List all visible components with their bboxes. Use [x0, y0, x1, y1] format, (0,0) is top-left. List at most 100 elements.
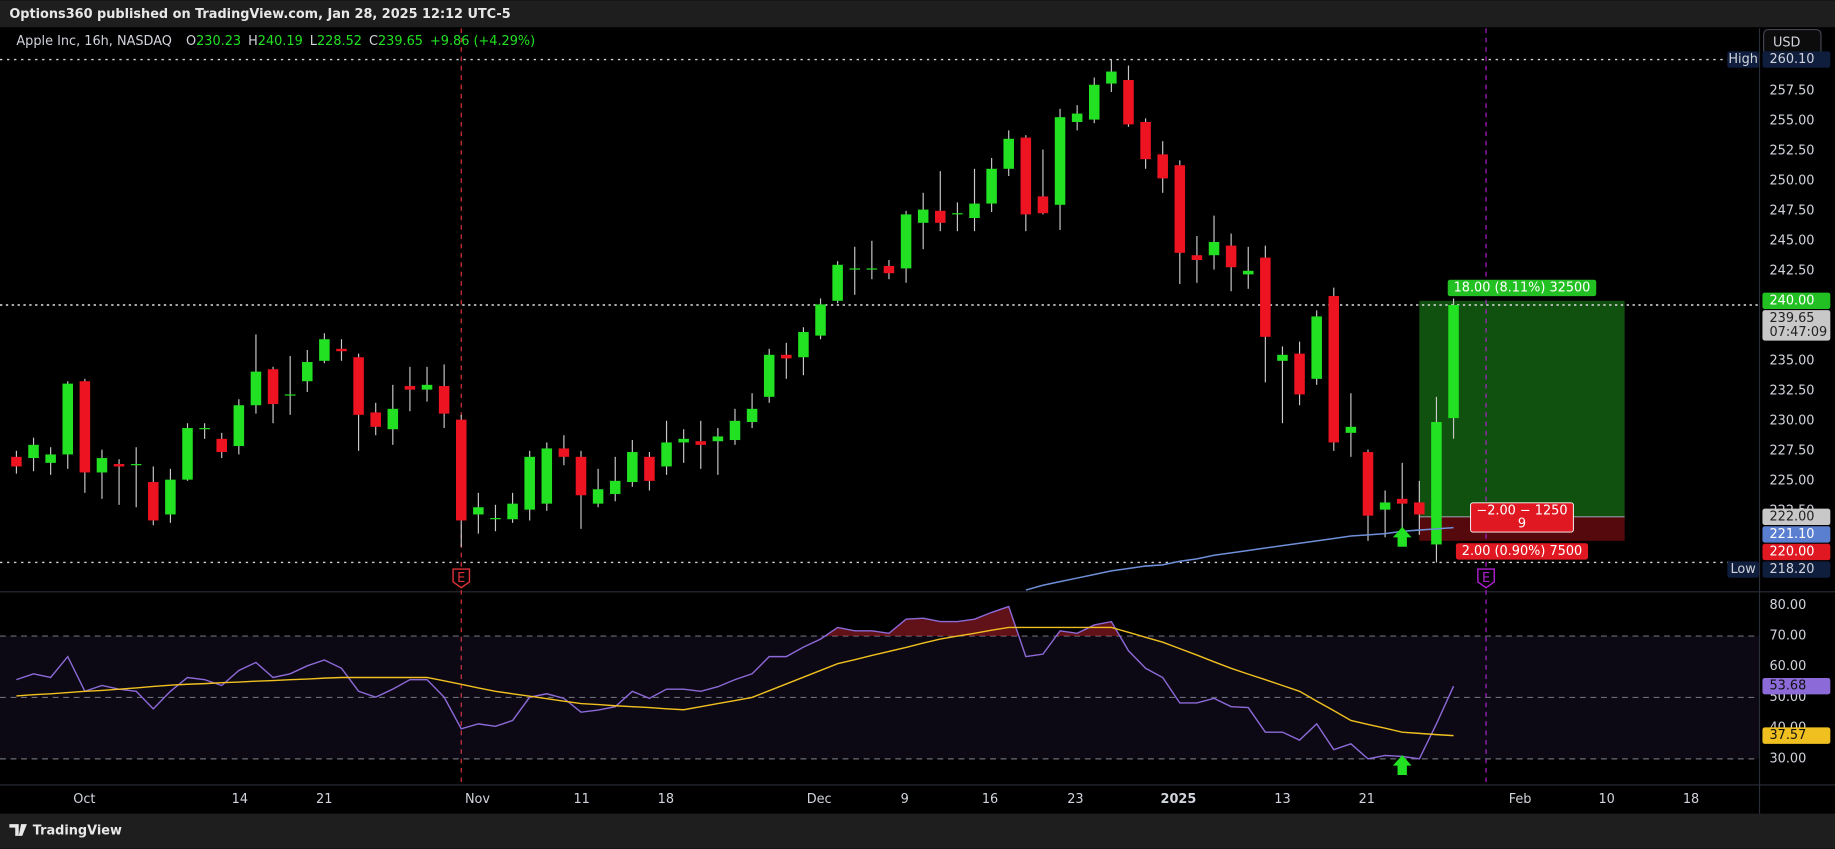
candle-body — [917, 209, 929, 223]
signal-arrow — [1392, 526, 1412, 547]
candle-body — [130, 464, 142, 466]
candle-body — [1003, 138, 1014, 169]
candle-body — [45, 454, 56, 463]
x-tick-label: 21 — [1359, 792, 1375, 807]
x-tick-label: 2025 — [1161, 792, 1197, 807]
candle-body — [712, 436, 724, 442]
candle-body — [216, 438, 227, 453]
y-tick-label: 247.50 — [1769, 203, 1814, 218]
earnings-marker — [1477, 568, 1495, 589]
candle-body — [695, 441, 707, 445]
candle-body — [165, 479, 176, 515]
candle-body — [969, 203, 980, 218]
candle-body — [199, 428, 210, 430]
rsi-line — [16, 626, 1454, 737]
candle-body — [609, 480, 621, 495]
candle-body — [507, 503, 518, 520]
candle-body — [438, 386, 450, 414]
candle-body — [1191, 255, 1203, 261]
x-tick-label: 18 — [658, 792, 674, 807]
candle-body — [746, 408, 758, 423]
price-badge — [1762, 543, 1831, 561]
legend-change: +9.86 (+4.29%) — [430, 34, 535, 49]
price-badge-label: 260.10 — [1769, 52, 1814, 67]
candle-body — [387, 408, 399, 430]
candle-body — [866, 268, 878, 270]
candle-body — [1037, 196, 1049, 214]
footer-bar — [0, 813, 1835, 849]
x-tick-label: Oct — [73, 792, 95, 807]
price-badge — [1762, 526, 1831, 543]
candle-body — [781, 354, 792, 359]
candle-body — [524, 456, 535, 510]
signal-arrow — [1392, 755, 1412, 775]
earnings-label: E — [457, 571, 465, 586]
candle-body — [1362, 452, 1374, 516]
candle-body — [798, 332, 809, 358]
risk-box — [1470, 502, 1574, 533]
price-badge-label: 220.00 — [1769, 544, 1814, 559]
x-tick-label: 10 — [1598, 792, 1614, 807]
candle-body — [1157, 154, 1168, 179]
candle-body — [849, 268, 861, 270]
candle-body — [1242, 270, 1254, 275]
candle-body — [250, 371, 262, 406]
candle-body — [473, 507, 484, 515]
candle-body — [900, 214, 912, 269]
y-tick-label: 250.00 — [1769, 173, 1814, 188]
x-tick-label: 13 — [1274, 792, 1290, 807]
candle-body — [815, 304, 826, 336]
candle-body — [661, 442, 672, 467]
rsi-line — [16, 605, 1455, 760]
candle-body — [1345, 426, 1357, 433]
rsi-badge — [1762, 677, 1831, 695]
earnings-marker — [452, 568, 471, 589]
candle-body — [96, 458, 108, 473]
currency-button[interactable]: USD — [1763, 28, 1822, 56]
risk-text: 9 — [1518, 516, 1526, 531]
candle-body — [832, 264, 843, 301]
candle-body — [729, 420, 741, 441]
y-tick-label: 227.50 — [1769, 443, 1814, 458]
y-tick-label: 235.00 — [1769, 353, 1814, 368]
rsi-tick-label: 30.00 — [1769, 751, 1806, 766]
price-badge-label: 239.65 — [1769, 311, 1814, 326]
candle-body — [1123, 79, 1134, 125]
legend-key: L — [310, 34, 318, 49]
legend: Apple Inc, 16h, NASDAQ O230.23 H240.19 L228… — [16, 34, 535, 49]
candle-body — [575, 456, 587, 496]
candle-body — [1106, 71, 1117, 84]
candle-body — [1054, 117, 1066, 205]
y-tick-label: 245.00 — [1769, 233, 1814, 248]
candle-body — [1071, 113, 1083, 122]
legend-key: O — [186, 34, 196, 49]
price-badge-label: 218.20 — [1769, 562, 1814, 577]
y-tick-label: 230.00 — [1769, 413, 1814, 428]
y-tick-label: 242.50 — [1769, 263, 1814, 278]
candle-body — [1277, 354, 1288, 361]
candle-body — [883, 266, 895, 274]
rsi-badge — [1762, 727, 1831, 744]
price-badge — [1762, 508, 1831, 526]
candle-body — [1140, 121, 1151, 160]
x-tick-label: 23 — [1067, 792, 1083, 807]
candle-body — [952, 213, 963, 215]
candle-body — [1328, 296, 1340, 443]
legend-value: 230.23 — [196, 34, 241, 49]
moving-average-line — [1025, 526, 1454, 591]
candle-body — [182, 428, 193, 480]
candle-body — [1174, 165, 1186, 253]
legend-value: 240.19 — [258, 34, 303, 49]
currency-label[interactable]: USD — [1773, 35, 1801, 50]
candle-body — [558, 448, 570, 457]
candle-body — [1414, 502, 1425, 515]
candle-body — [1379, 502, 1391, 510]
candle-body — [284, 394, 296, 396]
x-tick-label: Nov — [465, 792, 490, 807]
candle-body — [1311, 316, 1322, 379]
candle-body — [421, 384, 433, 390]
stop-text: 2.00 (0.90%) 7500 — [1462, 544, 1582, 559]
rsi-badge-label: 37.57 — [1769, 728, 1806, 743]
